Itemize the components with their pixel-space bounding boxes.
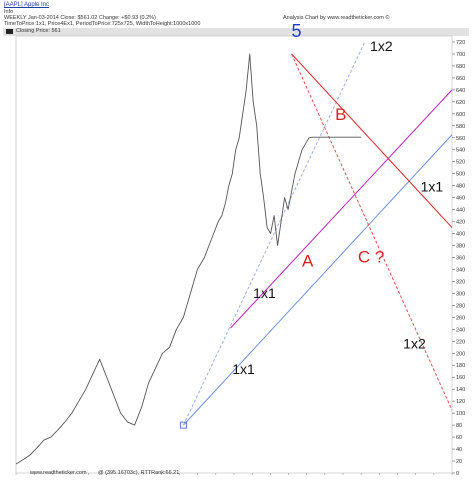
trend-line-fan-1x1-from-low bbox=[183, 134, 453, 426]
footer-site: www.readtheticker.com bbox=[30, 470, 87, 476]
annotation-5: C ? bbox=[358, 247, 384, 266]
y-tick-label-4: 80 bbox=[456, 423, 462, 429]
y-tick-label-7: 140 bbox=[456, 387, 465, 393]
y-tick-label-5: 100 bbox=[456, 411, 465, 417]
y-tick-label-25: 500 bbox=[456, 172, 465, 178]
annotation-3: 1x1 bbox=[421, 179, 444, 195]
y-tick-label-17: 340 bbox=[456, 267, 465, 273]
y-tick-label-23: 460 bbox=[456, 196, 465, 202]
y-tick-label-26: 520 bbox=[456, 160, 465, 166]
trend-line-down-1x2-from-top bbox=[291, 53, 453, 411]
y-tick-label-24: 480 bbox=[456, 184, 465, 190]
annotation-1: 1x2 bbox=[370, 38, 393, 54]
legend-label: Closing Price: 561 bbox=[16, 28, 61, 34]
y-tick-label-21: 420 bbox=[456, 220, 465, 226]
y-tick-label-33: 660 bbox=[456, 76, 465, 82]
legend-swatch bbox=[6, 29, 13, 34]
y-tick-label-1: 20 bbox=[456, 459, 462, 465]
y-tick-label-11: 220 bbox=[456, 339, 465, 345]
trend-line-fan-1x2-from-low bbox=[182, 41, 366, 426]
annotation-4: A bbox=[302, 251, 314, 270]
y-tick-label-18: 360 bbox=[456, 255, 465, 261]
info-subline: Info bbox=[4, 9, 14, 15]
symbol-link[interactable]: [AAPL] Apple Inc bbox=[4, 2, 50, 8]
analysis-title: Analysis Chart by www.readtheticker.com … bbox=[283, 15, 390, 21]
annotation-7: 1x2 bbox=[403, 335, 426, 351]
y-tick-label-9: 180 bbox=[456, 363, 465, 369]
trend-line-down-1x1-from-top bbox=[291, 53, 453, 228]
quote-line: WEEKLY Jan-03-2014 Close: $561.02 Change… bbox=[4, 15, 156, 21]
y-tick-label-36: 720 bbox=[456, 40, 465, 46]
y-tick-label-35: 700 bbox=[456, 52, 465, 58]
y-tick-label-3: 60 bbox=[456, 435, 462, 441]
annotation-6: 1x1 bbox=[253, 285, 276, 301]
y-tick-label-27: 540 bbox=[456, 148, 465, 154]
y-tick-label-31: 620 bbox=[456, 100, 465, 106]
y-tick-label-32: 640 bbox=[456, 88, 465, 94]
y-tick-label-22: 440 bbox=[456, 208, 465, 214]
plot-frame bbox=[15, 35, 453, 474]
annotation-8: 1x1 bbox=[232, 361, 255, 377]
y-tick-label-30: 600 bbox=[456, 112, 465, 118]
y-tick-label-29: 580 bbox=[456, 124, 465, 130]
y-tick-label-2: 40 bbox=[456, 447, 462, 453]
y-tick-label-10: 200 bbox=[456, 351, 465, 357]
legend-band bbox=[3, 28, 469, 36]
y-tick-label-8: 160 bbox=[456, 375, 465, 381]
y-tick-label-28: 560 bbox=[456, 136, 465, 142]
y-tick-label-19: 380 bbox=[456, 244, 465, 250]
y-tick-label-6: 120 bbox=[456, 399, 465, 405]
trend-line-fan-1x1-from-240 bbox=[230, 89, 453, 329]
low-marker bbox=[180, 421, 187, 429]
y-tick-label-14: 280 bbox=[456, 303, 465, 309]
annotation-2: B bbox=[335, 105, 346, 124]
params-line: TimeToPrice:1x1, Price4Ex1, PeriodToPric… bbox=[4, 21, 201, 27]
y-tick-label-34: 680 bbox=[456, 64, 465, 70]
y-tick-label-20: 400 bbox=[456, 232, 465, 238]
y-tick-label-15: 300 bbox=[456, 291, 465, 297]
y-tick-label-12: 240 bbox=[456, 327, 465, 333]
price-series-0 bbox=[15, 53, 362, 465]
footer-info: @ (395.16703c), RTTRank:66.21 bbox=[98, 470, 180, 476]
y-tick-label-13: 260 bbox=[456, 315, 465, 321]
y-tick-label-16: 320 bbox=[456, 279, 465, 285]
y-tick-label-0: 0 bbox=[456, 471, 459, 477]
annotation-0: 5 bbox=[292, 21, 302, 41]
